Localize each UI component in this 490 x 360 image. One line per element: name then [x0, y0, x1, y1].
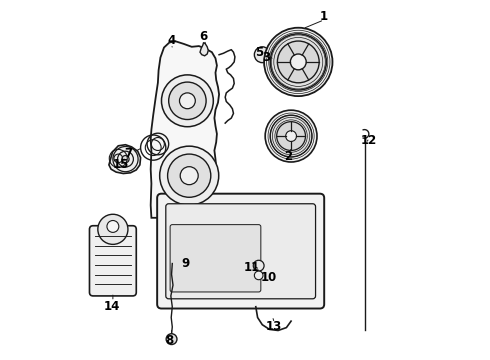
Circle shape	[264, 28, 333, 96]
Circle shape	[162, 75, 213, 127]
Circle shape	[169, 82, 206, 120]
Polygon shape	[151, 41, 219, 218]
Text: 8: 8	[165, 334, 173, 347]
Circle shape	[168, 154, 211, 197]
Text: 13: 13	[266, 320, 282, 333]
Circle shape	[254, 47, 270, 63]
Circle shape	[265, 110, 317, 162]
Circle shape	[122, 156, 129, 163]
FancyBboxPatch shape	[157, 194, 324, 309]
Circle shape	[160, 146, 219, 205]
Circle shape	[179, 93, 196, 109]
Text: 1: 1	[320, 10, 328, 23]
Text: 9: 9	[181, 257, 190, 270]
Text: 7: 7	[124, 147, 132, 159]
Circle shape	[277, 122, 305, 150]
Text: 11: 11	[244, 261, 260, 274]
Circle shape	[286, 131, 296, 141]
Polygon shape	[200, 42, 208, 56]
Text: 10: 10	[260, 271, 276, 284]
Circle shape	[107, 220, 119, 233]
Polygon shape	[109, 145, 141, 174]
Circle shape	[270, 34, 326, 90]
Text: 4: 4	[167, 34, 175, 47]
FancyBboxPatch shape	[166, 204, 316, 299]
Circle shape	[253, 260, 264, 271]
Text: 3: 3	[263, 51, 270, 64]
Text: 2: 2	[284, 150, 292, 163]
Circle shape	[98, 214, 128, 244]
Circle shape	[254, 271, 263, 280]
Text: 6: 6	[199, 30, 208, 42]
Text: 15: 15	[113, 158, 129, 171]
Circle shape	[291, 54, 306, 70]
Circle shape	[270, 115, 312, 157]
Circle shape	[277, 41, 319, 83]
Text: 12: 12	[361, 134, 377, 147]
FancyBboxPatch shape	[170, 225, 261, 292]
Circle shape	[166, 334, 177, 345]
Text: 5: 5	[255, 46, 264, 59]
FancyBboxPatch shape	[90, 226, 136, 296]
Text: 14: 14	[103, 300, 120, 313]
Circle shape	[180, 167, 198, 185]
